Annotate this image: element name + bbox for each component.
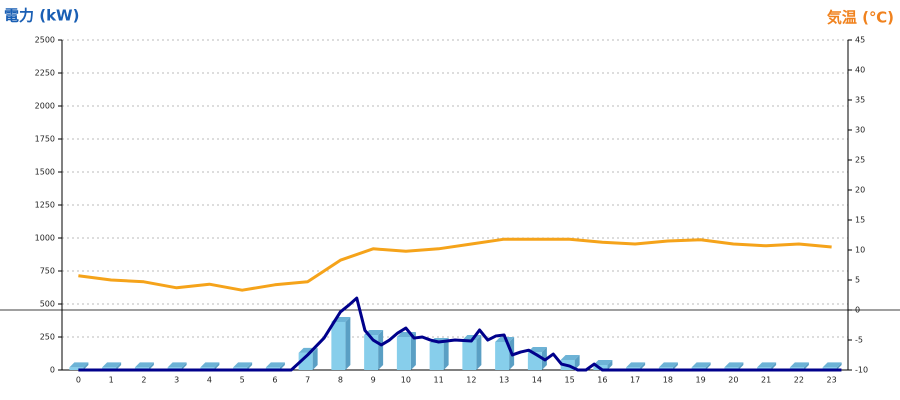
x-tick-label: 16 bbox=[597, 376, 607, 385]
x-tick-label: 4 bbox=[207, 376, 212, 385]
bar-side bbox=[410, 332, 416, 370]
x-tick-label: 17 bbox=[630, 376, 640, 385]
bar-side bbox=[574, 354, 580, 370]
bar-side bbox=[116, 362, 122, 370]
bar-top bbox=[134, 362, 154, 368]
bar-side bbox=[640, 362, 646, 370]
bar-side bbox=[738, 362, 744, 370]
y2-tick-label: 20 bbox=[855, 186, 865, 195]
bar-top bbox=[265, 362, 285, 368]
y-tick-label: 1750 bbox=[35, 135, 55, 144]
bar-side bbox=[279, 362, 285, 370]
y2-tick-label: 35 bbox=[855, 96, 865, 105]
y2-tick-label: 5 bbox=[855, 276, 860, 285]
x-tick-label: 22 bbox=[794, 376, 804, 385]
y2-tick-label: 10 bbox=[855, 246, 865, 255]
bar-top bbox=[167, 362, 187, 368]
y-tick-label: 2500 bbox=[35, 36, 55, 45]
y2-tick-label: 30 bbox=[855, 126, 865, 135]
x-tick-label: 19 bbox=[696, 376, 706, 385]
x-tick-label: 23 bbox=[827, 376, 837, 385]
bar-top bbox=[593, 359, 613, 365]
bar-top bbox=[69, 362, 89, 368]
bar-side bbox=[672, 362, 678, 370]
bar bbox=[331, 321, 346, 370]
y2-tick-label: -10 bbox=[855, 366, 868, 375]
bar-side bbox=[476, 335, 482, 370]
bar-top bbox=[658, 362, 678, 368]
bar-top bbox=[757, 362, 777, 368]
x-tick-label: 20 bbox=[728, 376, 738, 385]
bar bbox=[364, 335, 379, 370]
bar bbox=[298, 352, 313, 370]
x-tick-label: 14 bbox=[532, 376, 542, 385]
y-tick-label: 1500 bbox=[35, 168, 55, 177]
bar-side bbox=[443, 337, 449, 370]
y2-tick-label: 15 bbox=[855, 216, 865, 225]
x-tick-label: 15 bbox=[565, 376, 575, 385]
bar bbox=[396, 337, 411, 370]
x-tick-label: 2 bbox=[141, 376, 146, 385]
bar bbox=[69, 367, 84, 370]
x-tick-label: 10 bbox=[401, 376, 411, 385]
y2-tick-label: 40 bbox=[855, 66, 865, 75]
bar-side bbox=[247, 362, 253, 370]
y-tick-label: 750 bbox=[40, 267, 55, 276]
bar-side bbox=[181, 362, 187, 370]
y-tick-label: 0 bbox=[50, 366, 55, 375]
bar-top bbox=[102, 362, 122, 368]
x-tick-label: 5 bbox=[240, 376, 245, 385]
x-tick-label: 3 bbox=[174, 376, 179, 385]
x-tick-label: 0 bbox=[76, 376, 81, 385]
bar bbox=[462, 340, 477, 370]
y2-axis-title: 気温 (℃) bbox=[827, 9, 894, 27]
bar-top bbox=[626, 362, 646, 368]
y-tick-label: 1250 bbox=[35, 201, 55, 210]
bar-side bbox=[771, 362, 777, 370]
x-tick-label: 9 bbox=[371, 376, 376, 385]
y-axis-title: 電力 (kW) bbox=[4, 7, 79, 25]
bar-top bbox=[691, 362, 711, 368]
bar-side bbox=[705, 362, 711, 370]
power-line bbox=[78, 296, 842, 372]
bar-top bbox=[560, 354, 580, 360]
bar-top bbox=[233, 362, 253, 368]
bar-side bbox=[378, 330, 384, 370]
bar-side bbox=[214, 362, 220, 370]
bar-side bbox=[803, 362, 809, 370]
bar-top bbox=[822, 362, 842, 368]
y-tick-label: 1000 bbox=[35, 234, 55, 243]
bar bbox=[495, 342, 510, 370]
x-tick-label: 11 bbox=[434, 376, 444, 385]
y2-tick-label: 25 bbox=[855, 156, 865, 165]
x-tick-label: 13 bbox=[499, 376, 509, 385]
bar-side bbox=[312, 347, 318, 370]
bar bbox=[429, 342, 444, 370]
x-tick-label: 18 bbox=[663, 376, 673, 385]
bar-top bbox=[724, 362, 744, 368]
x-tick-label: 1 bbox=[109, 376, 114, 385]
bar-side bbox=[836, 362, 842, 370]
bar-top bbox=[789, 362, 809, 368]
y-tick-label: 500 bbox=[40, 300, 55, 309]
y2-tick-label: 45 bbox=[855, 36, 865, 45]
x-tick-label: 12 bbox=[466, 376, 476, 385]
temperature-line bbox=[78, 237, 832, 292]
bar-side bbox=[148, 362, 154, 370]
x-tick-label: 7 bbox=[305, 376, 310, 385]
x-tick-label: 21 bbox=[761, 376, 771, 385]
bar-side bbox=[83, 362, 89, 370]
y2-tick-label: -5 bbox=[855, 336, 863, 345]
y-tick-label: 2000 bbox=[35, 102, 55, 111]
bar-top bbox=[200, 362, 220, 368]
bar-side bbox=[345, 316, 351, 370]
y-tick-label: 2250 bbox=[35, 69, 55, 78]
x-tick-label: 8 bbox=[338, 376, 343, 385]
x-tick-label: 6 bbox=[272, 376, 277, 385]
bar-side bbox=[607, 359, 613, 370]
y-tick-label: 250 bbox=[40, 333, 55, 342]
